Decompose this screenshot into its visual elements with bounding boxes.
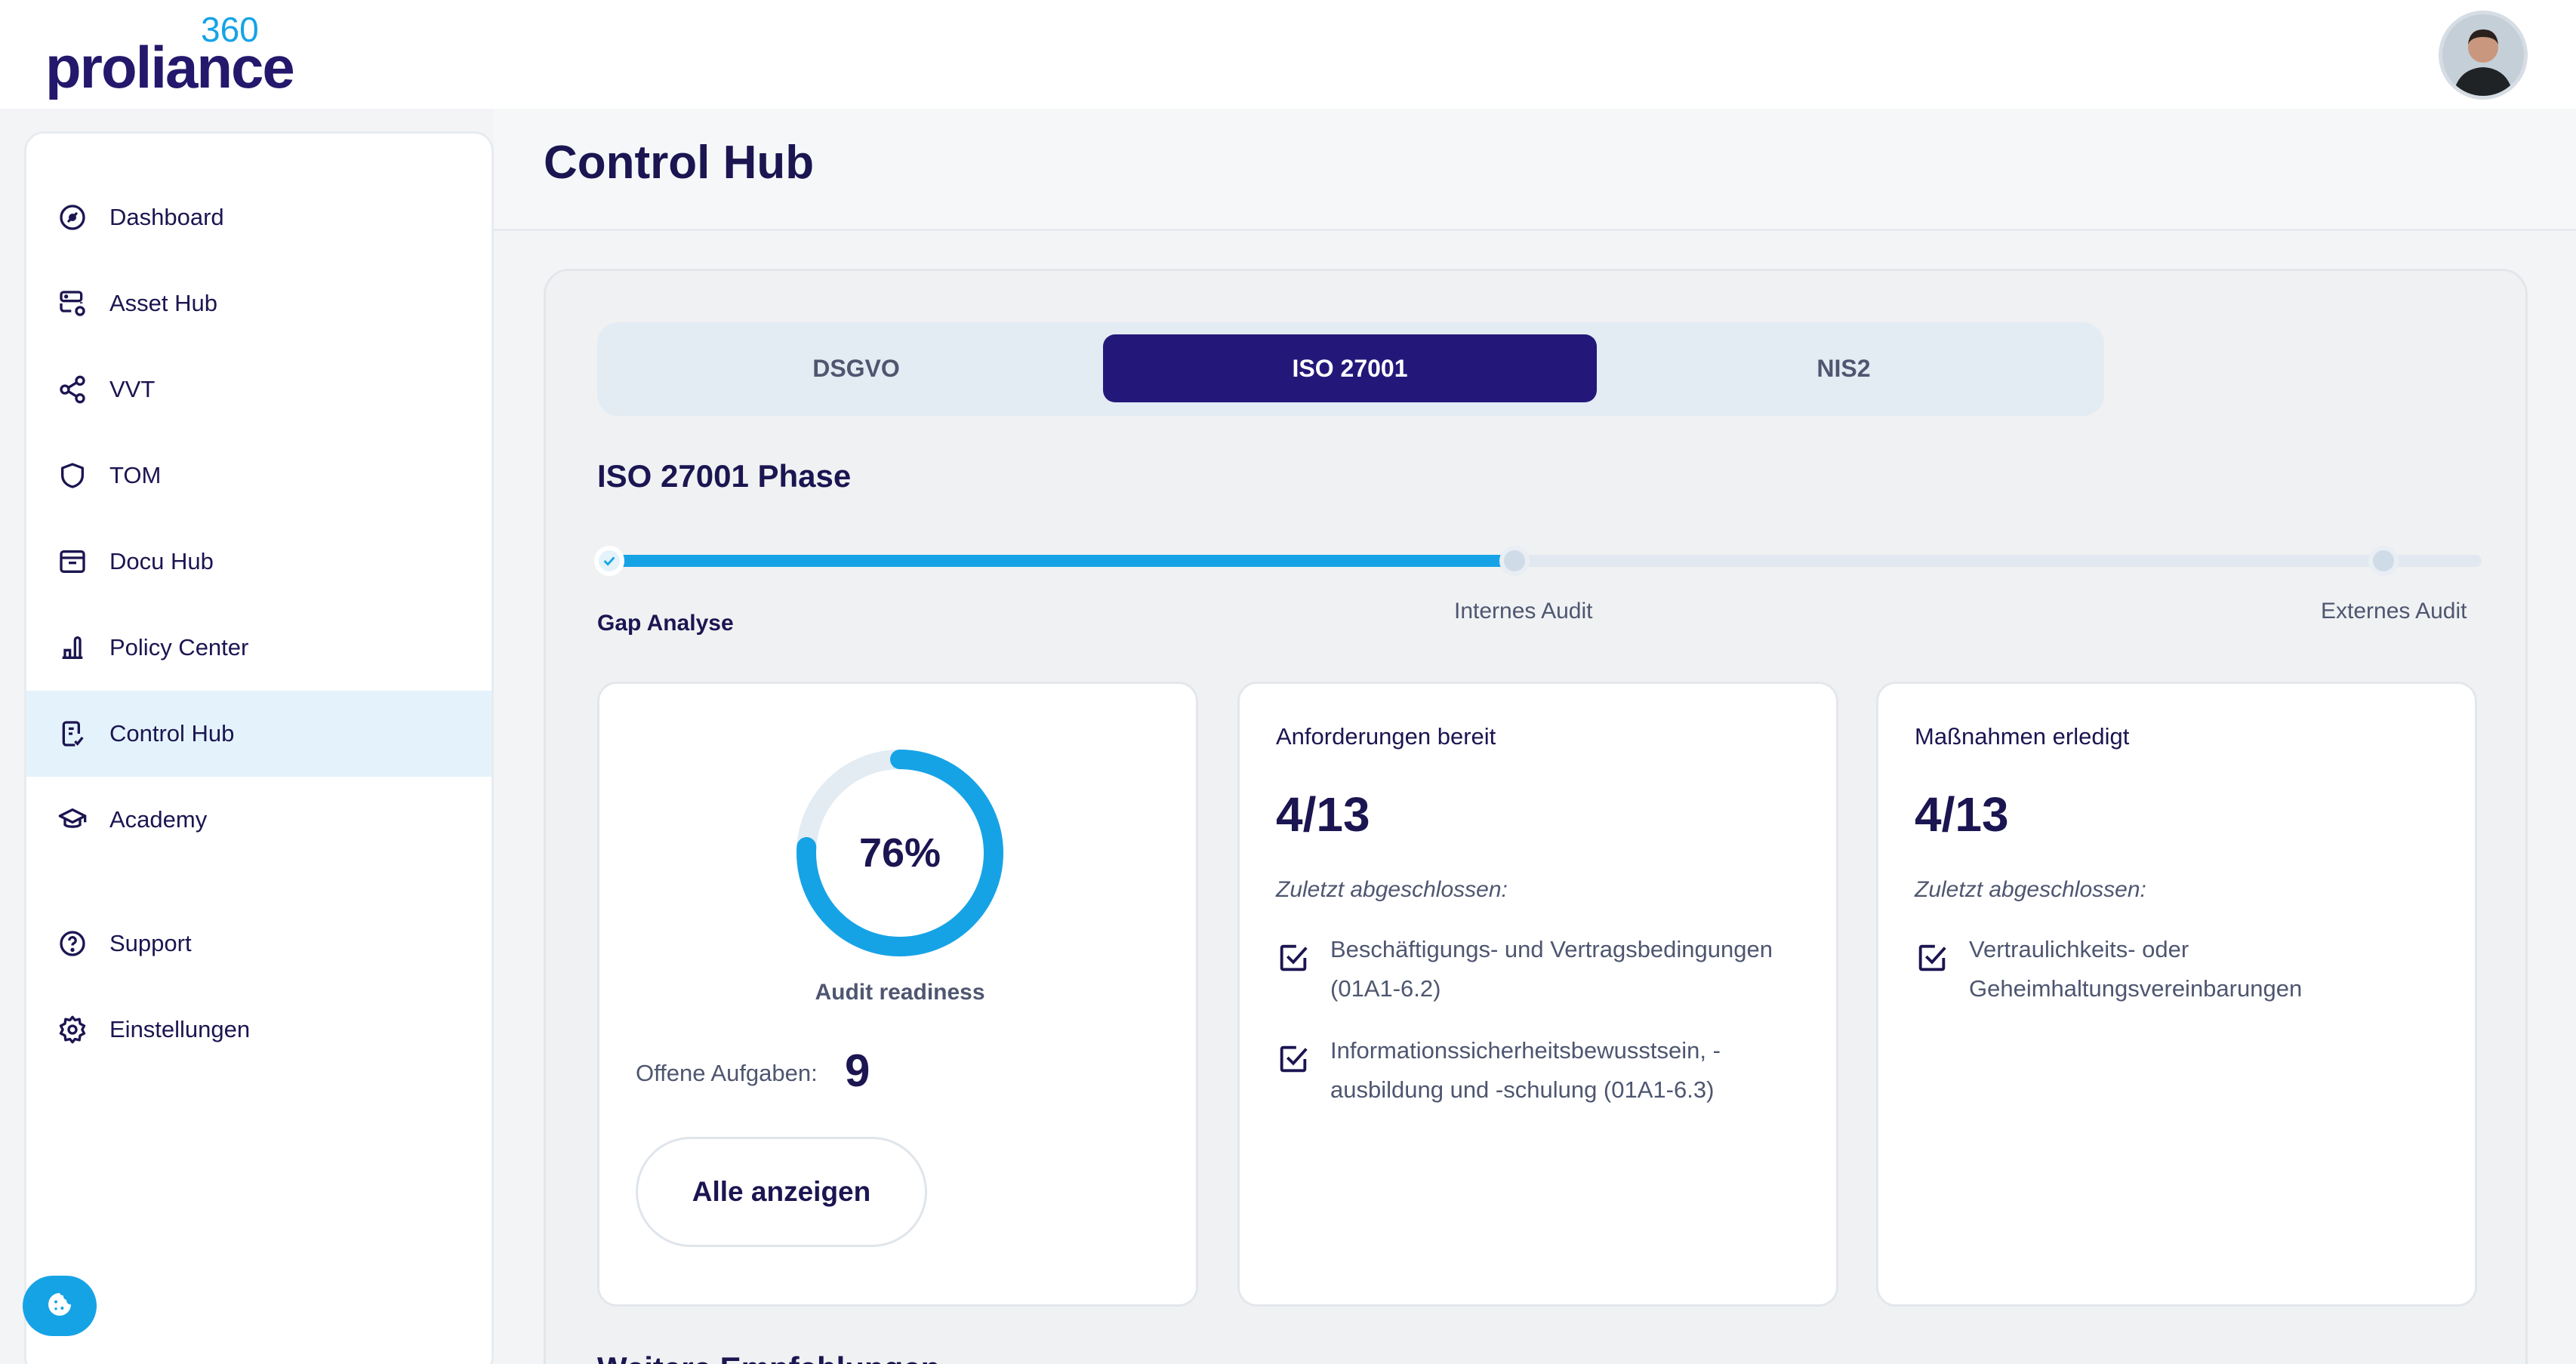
- user-avatar[interactable]: [2439, 11, 2528, 100]
- requirements-card: Anforderungen bereit 4/13 Zuletzt abgesc…: [1237, 682, 1838, 1307]
- phase-title: ISO 27001 Phase: [597, 458, 852, 494]
- sidebar-item-label: Academy: [109, 806, 208, 833]
- sidebar-item-label: Support: [109, 930, 192, 956]
- measures-count: 4/13: [1915, 787, 2009, 842]
- sidebar-item-control-hub[interactable]: Control Hub: [26, 691, 491, 777]
- sidebar-item-policy-center[interactable]: Policy Center: [26, 605, 491, 691]
- share-nodes-icon: [55, 372, 90, 407]
- cookie-icon: [45, 1289, 75, 1323]
- requirements-label: Anforderungen bereit: [1276, 723, 1496, 750]
- sidebar-item-label: Dashboard: [109, 204, 224, 230]
- sidebar-item-vvt[interactable]: VVT: [26, 346, 491, 433]
- open-tasks-label: Offene Aufgaben:: [636, 1060, 818, 1086]
- logo-superscript: 360: [201, 10, 259, 49]
- checkbox-checked-icon: [1918, 944, 1946, 971]
- sidebar: Dashboard Asset Hub VVT TOM Docu Hub Pol…: [24, 131, 494, 1364]
- page-header: Control Hub: [494, 109, 2576, 231]
- list-item[interactable]: Beschäftigungs- und Vertragsbedingungen …: [1276, 930, 1804, 1008]
- sidebar-item-label: Asset Hub: [109, 290, 218, 316]
- sidebar-item-label: TOM: [109, 462, 162, 488]
- phase-progress-fill: [597, 555, 1521, 567]
- question-circle-icon: [55, 926, 90, 961]
- tab-iso-27001[interactable]: ISO 27001: [1103, 334, 1597, 402]
- shield-icon: [55, 458, 90, 493]
- sidebar-item-label: Policy Center: [109, 634, 249, 660]
- tab-nis2[interactable]: NIS2: [1816, 354, 1871, 382]
- checkbox-checked-icon: [1280, 1045, 1308, 1073]
- measures-card: Maßnahmen erledigt 4/13 Zuletzt abgeschl…: [1876, 682, 2477, 1307]
- logo-wordmark: proliance: [45, 34, 295, 100]
- gauge-icon: [55, 200, 90, 235]
- show-all-button[interactable]: Alle anzeigen: [636, 1137, 927, 1247]
- page-title: Control Hub: [544, 137, 815, 189]
- step-label-externes-audit: Externes Audit: [2321, 599, 2467, 623]
- list-item-text: Beschäftigungs- und Vertragsbedingungen: [1330, 936, 1773, 962]
- step-label-gap-analyse: Gap Analyse: [597, 611, 734, 636]
- sidebar-item-settings[interactable]: Einstellungen: [26, 987, 491, 1073]
- policy-icon: [55, 630, 90, 665]
- sidebar-item-label: Einstellungen: [109, 1016, 251, 1042]
- list-item-text: Geheimhaltungsvereinbarungen: [1969, 975, 2303, 1002]
- framework-tabs: DSGVO ISO 27001 NIS2: [597, 322, 2104, 416]
- server-settings-icon: [55, 286, 90, 321]
- readiness-caption: Audit readiness: [815, 980, 985, 1005]
- sidebar-item-academy[interactable]: Academy: [26, 777, 491, 863]
- check-icon: [603, 556, 615, 566]
- sidebar-item-docu-hub[interactable]: Docu Hub: [26, 519, 491, 605]
- measures-recent-label: Zuletzt abgeschlossen:: [1915, 877, 2146, 902]
- cookie-settings-button[interactable]: [23, 1276, 97, 1336]
- tab-dsgvo[interactable]: DSGVO: [812, 354, 900, 382]
- main-panel: DSGVO ISO 27001 NIS2 ISO 27001 Phase Gap…: [544, 269, 2528, 1364]
- list-item[interactable]: Informationssicherheitsbewusstsein, - au…: [1276, 1031, 1804, 1110]
- step-externes-audit-dot[interactable]: [2368, 546, 2399, 576]
- donut-arc: [797, 750, 1003, 956]
- step-label-internes-audit: Internes Audit: [1454, 599, 1593, 623]
- readiness-donut: 76%: [794, 747, 1006, 959]
- requirements-count: 4/13: [1276, 787, 1370, 842]
- graduation-cap-icon: [55, 802, 90, 837]
- sidebar-item-label: Docu Hub: [109, 548, 214, 574]
- measures-label: Maßnahmen erledigt: [1915, 723, 2130, 750]
- sidebar-item-asset-hub[interactable]: Asset Hub: [26, 260, 491, 346]
- checklist-document-icon: [55, 716, 90, 751]
- proliance-logo[interactable]: proliance 360: [45, 10, 295, 101]
- step-internes-audit-dot[interactable]: [1499, 546, 1530, 576]
- step-gap-analyse-dot[interactable]: [594, 546, 624, 576]
- sidebar-item-label: Control Hub: [109, 720, 235, 747]
- top-bar: proliance 360: [0, 0, 2576, 109]
- sidebar-item-tom[interactable]: TOM: [26, 433, 491, 519]
- sidebar-item-label: VVT: [109, 376, 156, 402]
- gear-icon: [55, 1012, 90, 1047]
- list-item-text: (01A1-6.2): [1330, 975, 1441, 1002]
- open-tasks-count: 9: [845, 1045, 870, 1096]
- sidebar-item-dashboard[interactable]: Dashboard: [26, 174, 491, 260]
- section-title-next: Weitere Empfehlungen: [597, 1350, 940, 1364]
- list-item-text: Vertraulichkeits- oder: [1969, 936, 2189, 962]
- list-item-text: Informationssicherheitsbewusstsein, -: [1330, 1037, 1721, 1064]
- audit-readiness-card: 76% Audit readiness Offene Aufgaben: 9 A…: [597, 682, 1198, 1307]
- archive-box-icon: [55, 544, 90, 579]
- sidebar-item-support[interactable]: Support: [26, 901, 491, 987]
- readiness-percent: 76%: [858, 830, 941, 876]
- requirements-recent-label: Zuletzt abgeschlossen:: [1276, 877, 1508, 902]
- list-item[interactable]: Vertraulichkeits- oder Geheimhaltungsver…: [1915, 930, 2443, 1008]
- checkbox-checked-icon: [1280, 944, 1308, 971]
- list-item-text: ausbildung und -schulung (01A1-6.3): [1330, 1076, 1715, 1103]
